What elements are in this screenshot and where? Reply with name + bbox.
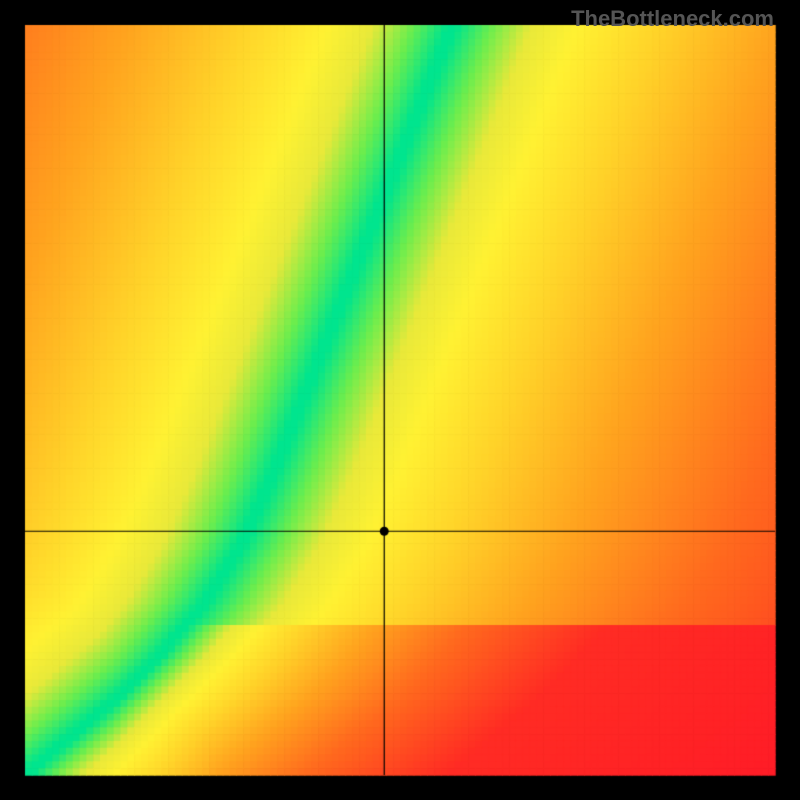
bottleneck-heatmap — [0, 0, 800, 800]
chart-container: TheBottleneck.com — [0, 0, 800, 800]
watermark-text: TheBottleneck.com — [571, 6, 774, 32]
